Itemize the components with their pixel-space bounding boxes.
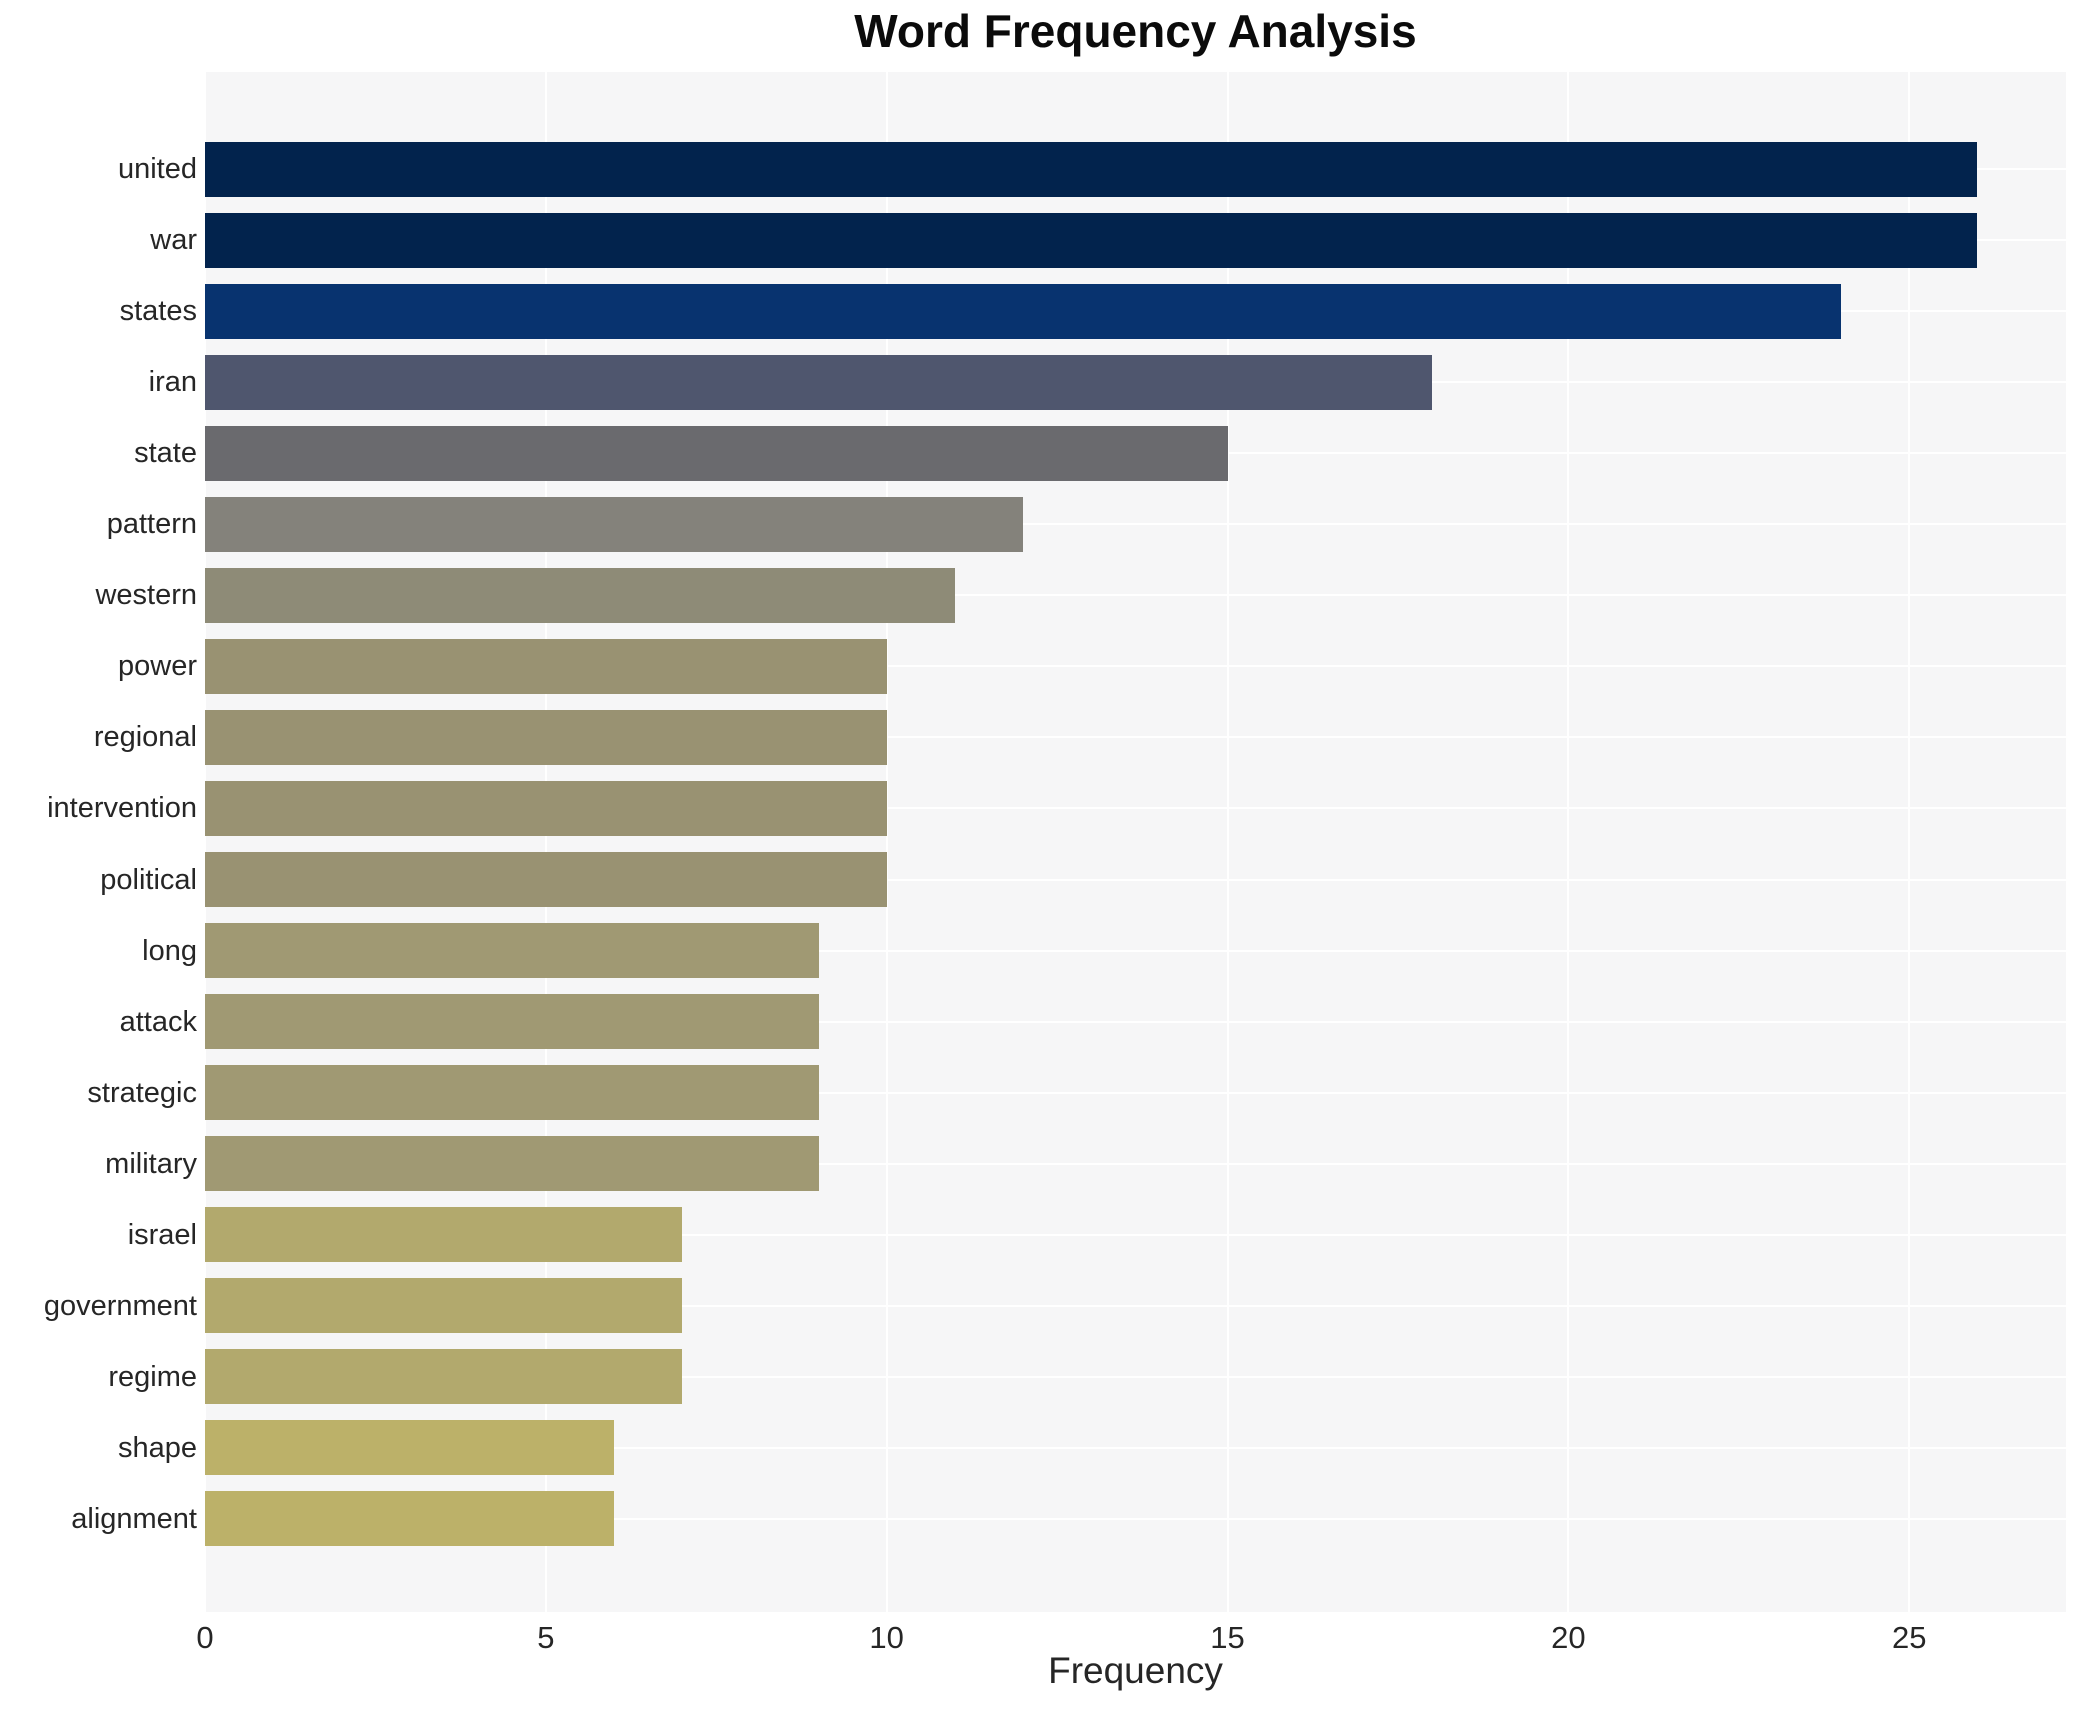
horizontal-gridline-attack: [205, 1020, 2066, 1023]
bar-intervention: [205, 780, 887, 836]
y-tick-label-power: power: [118, 650, 197, 683]
y-tick-label-united: united: [117, 153, 197, 185]
horizontal-gridline-western: [205, 594, 2066, 597]
vertical-gridline-10: [885, 72, 888, 1612]
bar-regime: [205, 1349, 683, 1405]
horizontal-gridline-pattern: [205, 523, 2066, 526]
y-tick-label-state: state: [134, 437, 197, 470]
y-tick-label-iran: iran: [148, 366, 197, 399]
bar-state: [205, 425, 1228, 481]
x-tick-label-0: 0: [196, 1620, 214, 1655]
y-tick-label-long: long: [142, 934, 197, 967]
horizontal-gridline-power: [205, 665, 2066, 668]
y-tick-label-alignment: alignment: [71, 1502, 197, 1535]
x-tick-label-10: 10: [869, 1620, 904, 1655]
horizontal-gridline-military: [205, 1162, 2066, 1165]
plot-area: [204, 72, 2066, 1612]
bar-shape: [205, 1420, 614, 1476]
bar-government: [205, 1278, 683, 1334]
vertical-gridline-20: [1567, 72, 1570, 1612]
x-tick-label-15: 15: [1210, 1620, 1245, 1655]
horizontal-gridline-long: [205, 949, 2066, 952]
y-tick-label-israel: israel: [127, 1218, 197, 1251]
y-tick-label-shape: shape: [117, 1431, 197, 1464]
bar-war: [205, 212, 1978, 268]
chart-title: Word Frequency Analysis: [854, 5, 1417, 57]
bar-long: [205, 923, 819, 979]
x-tick-label-20: 20: [1551, 1620, 1586, 1655]
y-tick-label-political: political: [100, 863, 197, 896]
bar-iran: [205, 354, 1433, 410]
horizontal-gridline-government: [205, 1304, 2066, 1307]
y-tick-label-regime: regime: [108, 1360, 197, 1393]
y-tick-label-regional: regional: [93, 721, 197, 754]
bar-strategic: [205, 1065, 819, 1121]
bar-regional: [205, 709, 887, 765]
bar-power: [205, 638, 887, 694]
bar-military: [205, 1136, 819, 1192]
y-tick-label-pattern: pattern: [106, 508, 197, 541]
horizontal-gridline-regional: [205, 736, 2066, 739]
horizontal-gridline-political: [205, 878, 2066, 881]
y-tick-label-government: government: [43, 1289, 197, 1322]
horizontal-gridline-shape: [205, 1446, 2066, 1449]
vertical-gridline-15: [1226, 72, 1229, 1612]
y-tick-label-attack: attack: [119, 1005, 197, 1038]
y-tick-label-military: military: [105, 1147, 197, 1180]
vertical-gridline-0: [204, 72, 206, 1612]
bar-israel: [205, 1207, 683, 1263]
bar-states: [205, 283, 1842, 339]
x-axis-label: Frequency: [1048, 1650, 1223, 1691]
y-tick-label-war: war: [150, 224, 197, 257]
y-tick-label-strategic: strategic: [87, 1076, 197, 1109]
bar-united: [205, 141, 1978, 197]
bar-attack: [205, 994, 819, 1050]
horizontal-gridline-regime: [205, 1375, 2066, 1378]
horizontal-gridline-strategic: [205, 1091, 2066, 1094]
horizontal-gridline-alignment: [205, 1517, 2066, 1520]
vertical-gridline-5: [544, 72, 547, 1612]
bar-political: [205, 852, 887, 907]
bar-western: [205, 567, 955, 623]
bar-alignment: [205, 1491, 614, 1547]
y-tick-label-states: states: [119, 295, 197, 328]
y-tick-label-intervention: intervention: [47, 792, 197, 825]
horizontal-gridline-israel: [205, 1233, 2066, 1236]
vertical-gridline-25: [1908, 72, 1911, 1612]
y-tick-label-western: western: [95, 579, 197, 612]
x-tick-label-25: 25: [1891, 1620, 1927, 1655]
x-tick-label-5: 5: [537, 1620, 555, 1655]
bar-pattern: [205, 496, 1024, 552]
horizontal-gridline-intervention: [205, 807, 2066, 810]
